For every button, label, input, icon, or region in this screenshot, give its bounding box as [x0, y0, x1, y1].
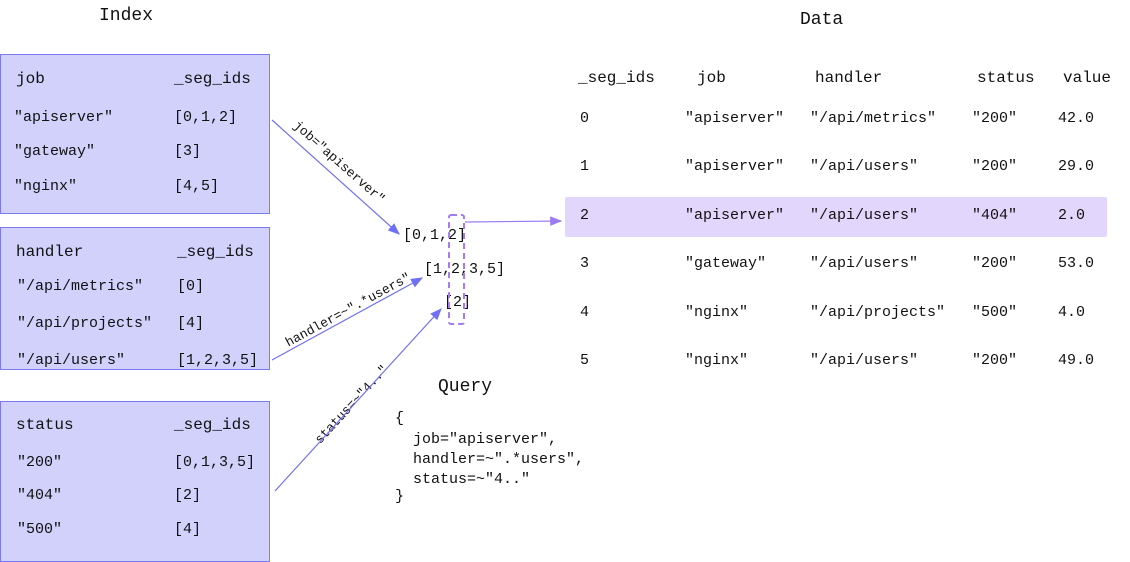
data-cell: "nginx": [685, 304, 749, 321]
index-title: Index: [99, 6, 154, 26]
query-line: status=~"4..": [395, 471, 531, 488]
data-cell: "apiserver": [685, 158, 785, 175]
index-table-job: [0, 54, 270, 214]
query-line: {: [395, 410, 405, 427]
data-cell: "/api/projects": [810, 304, 946, 321]
index-key-header: job: [16, 70, 45, 88]
index-ids-header: _seg_ids: [174, 416, 251, 434]
data-cell: "/api/users": [810, 352, 919, 369]
data-cell: 2: [580, 207, 590, 224]
index-seg-ids: [0,1,3,5]: [174, 454, 256, 471]
index-ids-header: _seg_ids: [177, 243, 254, 261]
data-cell: "/api/users": [810, 255, 919, 272]
index-value: "apiserver": [14, 109, 114, 126]
data-cell: 4: [580, 304, 590, 321]
index-value: "/api/projects": [17, 315, 153, 332]
data-cell: 4.0: [1058, 304, 1086, 321]
index-seg-ids: [4]: [177, 315, 205, 332]
data-column-header: job: [697, 69, 726, 87]
match-handler: [1,2,3,5]: [424, 261, 506, 278]
index-value: "/api/metrics": [17, 278, 144, 295]
index-ids-header: _seg_ids: [174, 70, 251, 88]
result-arrow: [464, 216, 563, 226]
data-cell: 3: [580, 255, 590, 272]
data-cell: "/api/metrics": [810, 110, 937, 127]
index-seg-ids: [4,5]: [174, 178, 220, 195]
data-cell: "/api/users": [810, 158, 919, 175]
index-key-header: status: [16, 416, 74, 434]
index-key-header: handler: [16, 243, 84, 261]
index-seg-ids: [4]: [174, 521, 202, 538]
index-value: "gateway": [14, 143, 96, 160]
index-value: "200": [17, 454, 63, 471]
intersection-dashed-box: [448, 214, 465, 325]
data-cell: 1: [580, 158, 590, 175]
data-title: Data: [800, 10, 844, 30]
query-line: handler=~".*users",: [395, 451, 585, 468]
data-cell: "500": [972, 304, 1018, 321]
index-seg-ids: [0,1,2]: [174, 109, 238, 126]
data-cell: "200": [972, 352, 1018, 369]
data-cell: "200": [972, 255, 1018, 272]
data-cell: 42.0: [1058, 110, 1095, 127]
query-line: job="apiserver",: [395, 431, 558, 448]
index-seg-ids: [0]: [177, 278, 205, 295]
job-arrow: [271, 119, 400, 235]
data-column-header: value: [1063, 69, 1112, 87]
data-column-header: handler: [815, 69, 883, 87]
data-cell: "200": [972, 158, 1018, 175]
index-seg-ids: [3]: [174, 143, 202, 160]
index-table-handler: [0, 227, 270, 370]
data-column-header: status: [977, 69, 1035, 87]
index-value: "500": [17, 521, 63, 538]
query-line: }: [395, 488, 405, 505]
index-value: "404": [17, 487, 63, 504]
highlighted-row: [565, 197, 1107, 237]
query-title: Query: [438, 377, 493, 397]
data-cell: "200": [972, 110, 1018, 127]
status-arrow: [274, 308, 442, 492]
data-cell: 53.0: [1058, 255, 1095, 272]
data-cell: 29.0: [1058, 158, 1095, 175]
index-seg-ids: [1,2,3,5]: [177, 352, 259, 369]
data-cell: "gateway": [685, 255, 767, 272]
handler-arrow: [271, 277, 424, 361]
data-cell: "nginx": [685, 352, 749, 369]
data-cell: 0: [580, 110, 590, 127]
data-cell: "/api/users": [810, 207, 919, 224]
data-cell: 2.0: [1058, 207, 1086, 224]
index-value: "nginx": [14, 178, 78, 195]
data-cell: 49.0: [1058, 352, 1095, 369]
data-cell: "404": [972, 207, 1018, 224]
data-cell: 5: [580, 352, 590, 369]
index-seg-ids: [2]: [174, 487, 202, 504]
data-cell: "apiserver": [685, 110, 785, 127]
data-cell: "apiserver": [685, 207, 785, 224]
data-column-header: _seg_ids: [578, 69, 655, 87]
index-value: "/api/users": [17, 352, 126, 369]
match-job: [0,1,2]: [403, 227, 467, 244]
